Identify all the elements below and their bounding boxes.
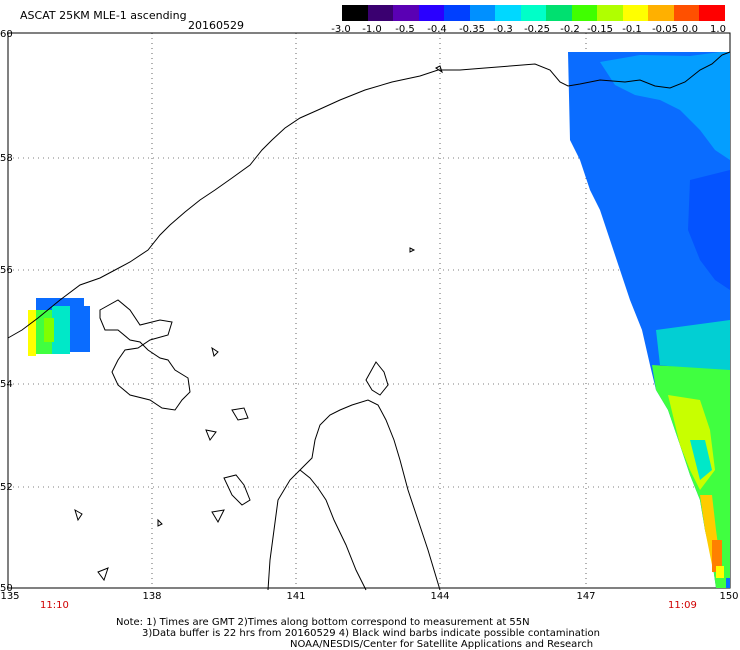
colorbar-segment bbox=[495, 5, 522, 21]
colorbar-tick-label: -0.5 bbox=[395, 24, 415, 35]
time-label-left: 11:10 bbox=[40, 600, 69, 611]
colorbar-segment bbox=[622, 5, 649, 21]
lon-label-147: 147 bbox=[576, 591, 596, 602]
colorbar-tick-label: -0.2 bbox=[560, 24, 580, 35]
lon-label-141: 141 bbox=[286, 591, 306, 602]
lon-label-138: 138 bbox=[142, 591, 162, 602]
lat-label-58: 58 bbox=[0, 153, 13, 164]
colorbar-segment bbox=[546, 5, 573, 21]
colorbar-tick-label: -0.15 bbox=[587, 24, 613, 35]
lon-label-150: 150 bbox=[719, 591, 739, 602]
colorbar-tick-label: 1.0 bbox=[710, 24, 726, 35]
colorbar-tick-label: -1.0 bbox=[362, 24, 382, 35]
lat-label-60: 60 bbox=[0, 29, 13, 40]
colorbar-tick-label: 0.0 bbox=[682, 24, 698, 35]
colorbar bbox=[342, 5, 726, 21]
colorbar-segment bbox=[673, 5, 700, 21]
colorbar-segment bbox=[469, 5, 496, 21]
lat-label-52: 52 bbox=[0, 482, 13, 493]
lon-label-135: 135 bbox=[0, 591, 20, 602]
graticule bbox=[8, 33, 730, 588]
time-label-right: 11:09 bbox=[668, 600, 697, 611]
colorbar-segment bbox=[648, 5, 675, 21]
colorbar-segment bbox=[418, 5, 445, 21]
right-data-swath bbox=[568, 52, 730, 588]
colorbar-tick-label: -3.0 bbox=[331, 24, 351, 35]
colorbar-segment bbox=[342, 5, 369, 21]
note-line-3: NOAA/NESDIS/Center for Satellite Applica… bbox=[290, 639, 594, 650]
colorbar-segment bbox=[367, 5, 394, 21]
map-title: ASCAT 25KM MLE-1 ascending bbox=[20, 9, 187, 22]
colorbar-segment bbox=[444, 5, 471, 21]
colorbar-tick-label: -0.35 bbox=[459, 24, 485, 35]
note-line-1: Note: 1) Times are GMT 2)Times along bot… bbox=[116, 617, 530, 628]
lat-label-50: 50 bbox=[0, 583, 13, 594]
lon-label-144: 144 bbox=[430, 591, 450, 602]
colorbar-tick-label: -0.3 bbox=[493, 24, 513, 35]
colorbar-segment bbox=[393, 5, 420, 21]
lat-label-56: 56 bbox=[0, 265, 13, 276]
colorbar-segment bbox=[699, 5, 726, 21]
colorbar-segment bbox=[597, 5, 624, 21]
note-line-2: 3)Data buffer is 22 hrs from 20160529 4)… bbox=[142, 628, 600, 639]
left-data-swath bbox=[28, 298, 90, 356]
lat-label-54: 54 bbox=[0, 379, 13, 390]
colorbar-tick-label: -0.1 bbox=[622, 24, 642, 35]
coastline bbox=[7, 51, 731, 591]
colorbar-tick-label: -0.05 bbox=[652, 24, 678, 35]
colorbar-segment bbox=[520, 5, 547, 21]
colorbar-tick-label: -0.4 bbox=[427, 24, 447, 35]
map-date: 20160529 bbox=[188, 19, 244, 32]
colorbar-tick-label: -0.25 bbox=[524, 24, 550, 35]
colorbar-segment bbox=[571, 5, 598, 21]
